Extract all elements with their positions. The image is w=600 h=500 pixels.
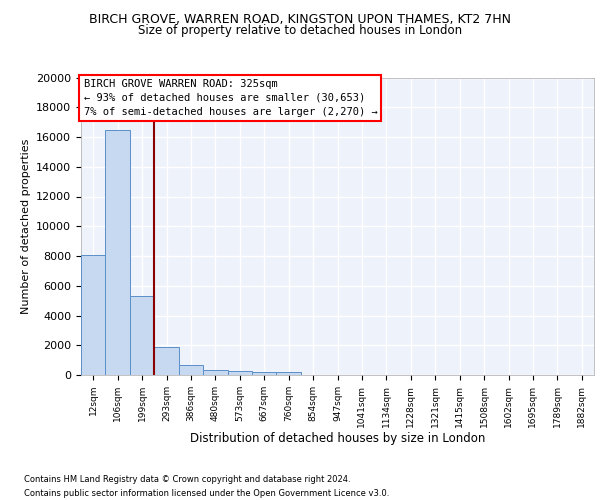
Bar — [154, 348, 179, 375]
Bar — [130, 296, 154, 375]
Bar — [179, 366, 203, 375]
X-axis label: Distribution of detached houses by size in London: Distribution of detached houses by size … — [190, 432, 485, 446]
Text: BIRCH GROVE WARREN ROAD: 325sqm
← 93% of detached houses are smaller (30,653)
7%: BIRCH GROVE WARREN ROAD: 325sqm ← 93% of… — [83, 79, 377, 117]
Text: Size of property relative to detached houses in London: Size of property relative to detached ho… — [138, 24, 462, 37]
Bar — [203, 370, 227, 375]
Bar — [81, 254, 106, 375]
Text: Contains HM Land Registry data © Crown copyright and database right 2024.
Contai: Contains HM Land Registry data © Crown c… — [24, 476, 389, 498]
Text: BIRCH GROVE, WARREN ROAD, KINGSTON UPON THAMES, KT2 7HN: BIRCH GROVE, WARREN ROAD, KINGSTON UPON … — [89, 12, 511, 26]
Bar — [277, 372, 301, 375]
Y-axis label: Number of detached properties: Number of detached properties — [20, 138, 31, 314]
Bar — [227, 371, 252, 375]
Bar — [106, 130, 130, 375]
Bar — [252, 372, 277, 375]
